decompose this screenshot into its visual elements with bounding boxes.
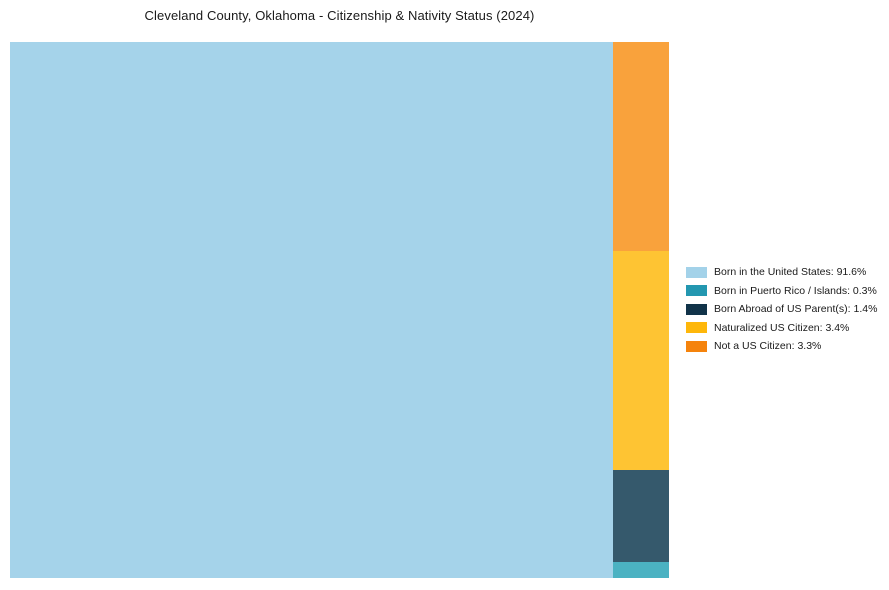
treemap-plot (10, 42, 669, 578)
treemap-tile-not_citizen (613, 42, 669, 251)
legend-swatch-icon (686, 322, 707, 334)
legend-swatch-icon (686, 340, 707, 352)
legend-item-not_citizen: Not a US Citizen: 3.3% (686, 337, 877, 356)
legend-label: Naturalized US Citizen: 3.4% (714, 321, 850, 334)
legend-swatch-icon (686, 266, 707, 278)
treemap-tile-born_abroad (613, 470, 669, 562)
legend-label: Born in the United States: 91.6% (714, 266, 867, 279)
legend-item-born_us: Born in the United States: 91.6% (686, 263, 877, 282)
legend-swatch-icon (686, 303, 707, 315)
legend-item-born_abroad: Born Abroad of US Parent(s): 1.4% (686, 300, 877, 319)
legend-swatch-icon (686, 285, 707, 297)
legend-label: Born in Puerto Rico / Islands: 0.3% (714, 284, 877, 297)
legend-label: Not a US Citizen: 3.3% (714, 340, 822, 353)
chart-title: Cleveland County, Oklahoma - Citizenship… (144, 8, 535, 23)
legend: Born in the United States: 91.6% Born in … (686, 263, 877, 356)
legend-label: Born Abroad of US Parent(s): 1.4% (714, 303, 878, 316)
treemap-tile-born_pr (613, 562, 669, 578)
treemap-tile-born_us (10, 42, 613, 578)
treemap-tile-naturalized (613, 251, 669, 470)
legend-item-naturalized: Naturalized US Citizen: 3.4% (686, 319, 877, 338)
legend-item-born_pr: Born in Puerto Rico / Islands: 0.3% (686, 282, 877, 301)
